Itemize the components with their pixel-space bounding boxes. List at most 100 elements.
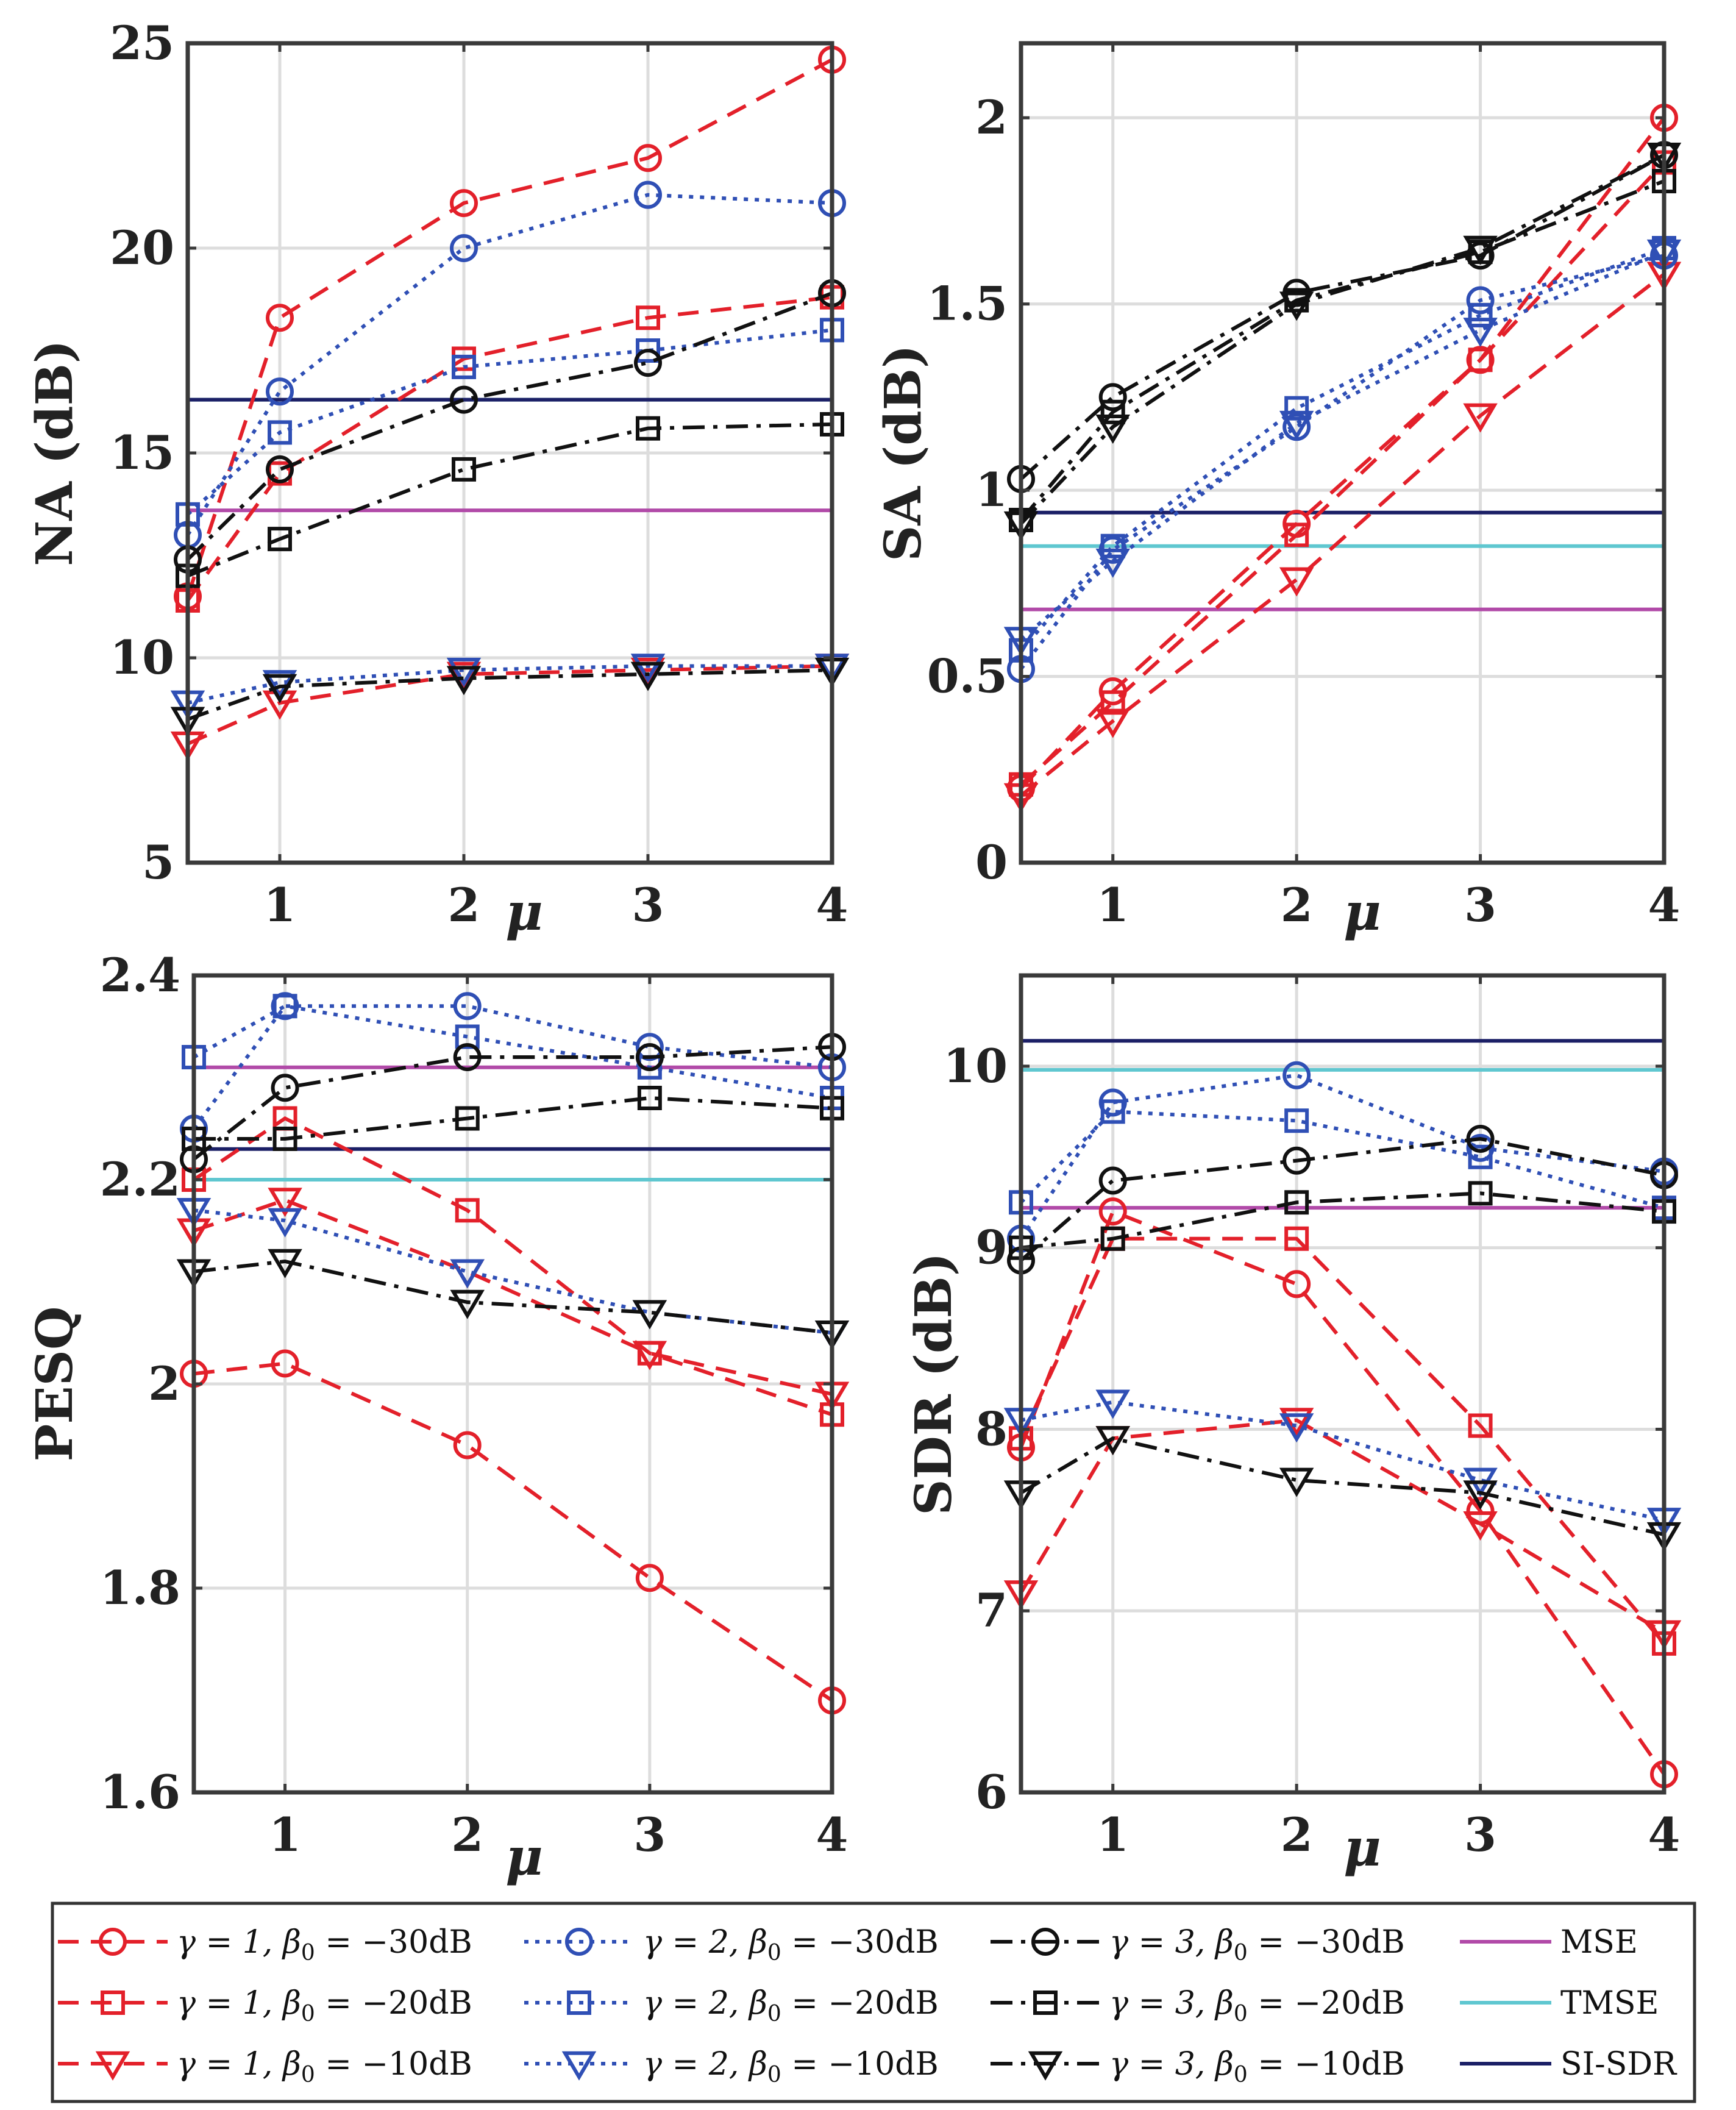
legend-entry: γ = 3, β0 = −10dB <box>991 2046 1405 2087</box>
data-point <box>1279 1408 1314 1438</box>
data-point <box>262 670 297 700</box>
legend-marker <box>565 1928 593 1956</box>
x-tick-label: 2 <box>1281 878 1313 932</box>
x-axis-label: μ <box>505 1827 542 1887</box>
y-tick-label: 2.2 <box>100 1152 180 1206</box>
x-tick-label: 2 <box>448 878 480 932</box>
legend-entry-mse: MSE <box>1460 1924 1638 1961</box>
y-tick-label: 5 <box>142 835 174 889</box>
legend-box <box>51 1901 1696 2103</box>
data-point <box>450 1259 485 1289</box>
legend-entry: γ = 2, β0 = −30dB <box>524 1924 939 1966</box>
data-point <box>1468 1413 1493 1438</box>
series-line <box>192 1004 833 1130</box>
legend-marker <box>99 1928 127 1956</box>
data-point <box>450 189 478 218</box>
series-line <box>186 58 833 597</box>
y-tick-label: 0.5 <box>927 649 1008 704</box>
data-point <box>1095 414 1130 444</box>
data-point <box>1463 403 1498 433</box>
data-point <box>630 657 666 687</box>
series-line <box>194 1096 833 1141</box>
legend-marker <box>95 2051 130 2081</box>
legend-label: γ = 3, β0 = −30dB <box>1109 1924 1405 1966</box>
x-tick-label: 2 <box>1281 1808 1313 1862</box>
series-line <box>1019 1209 1666 1775</box>
data-point <box>1279 567 1314 597</box>
y-tick-label: 2 <box>975 90 1008 144</box>
data-point <box>266 377 294 406</box>
data-point <box>1100 1099 1125 1124</box>
y-tick-label: 1.6 <box>100 1765 180 1819</box>
data-point <box>1279 410 1314 440</box>
y-axis-label: NA (dB) <box>26 340 84 566</box>
series-6 <box>1003 239 1682 657</box>
series-line <box>187 328 833 516</box>
panel-1: 1 2 3 4 5 10 15 20 25 μ NA (dB) <box>26 16 850 942</box>
legend-label: γ = 3, β0 = −10dB <box>1109 2046 1405 2087</box>
data-point <box>1468 1144 1493 1169</box>
y-tick-label: 2.4 <box>100 948 180 1002</box>
legend-marker <box>561 2051 597 2081</box>
legend-entry: γ = 3, β0 = −20dB <box>991 1985 1405 2026</box>
x-axis-label: μ <box>1343 882 1381 942</box>
legend-entry: γ = 3, β0 = −30dB <box>991 1924 1405 1966</box>
data-point <box>1095 1389 1130 1419</box>
series-line <box>1020 250 1665 641</box>
plot-area <box>1021 43 1664 863</box>
data-point <box>1468 302 1493 327</box>
data-point <box>272 994 297 1019</box>
series-line <box>1019 179 1665 521</box>
data-point <box>446 666 482 696</box>
data-point <box>268 1208 302 1238</box>
data-point <box>268 527 292 552</box>
plot-area <box>1021 975 1664 1792</box>
data-point <box>1279 1413 1314 1443</box>
legend-label: γ = 1, β0 = −10dB <box>177 2046 472 2087</box>
data-point <box>634 349 662 377</box>
data-point <box>1284 1226 1309 1251</box>
data-point <box>1095 548 1130 578</box>
y-tick-label: 1.5 <box>927 277 1008 331</box>
data-point <box>1095 1426 1130 1456</box>
legend-marker <box>1033 1991 1058 2015</box>
y-axis-label: SDR (dB) <box>905 1252 963 1515</box>
panel-4: 1 2 3 4 6 7 8 9 10 μ SDR (dB) <box>905 973 1682 1878</box>
y-tick-label: 0 <box>975 835 1008 889</box>
legend-entry: γ = 2, β0 = −10dB <box>524 2046 939 2087</box>
data-point <box>453 1431 482 1460</box>
series-9 <box>176 1249 850 1350</box>
data-point <box>266 455 294 483</box>
series-line <box>186 295 833 602</box>
panel-3: 1 2 3 4 1.6 1.8 2 2.2 2.4 μ PESQ <box>26 948 850 1887</box>
legend-entry-tmse: TMSE <box>1460 1985 1659 2022</box>
data-point <box>455 1106 480 1131</box>
x-tick-label: 3 <box>1464 878 1496 932</box>
data-point <box>268 1249 302 1278</box>
data-point <box>455 1198 480 1223</box>
y-tick-label: 2 <box>148 1356 180 1411</box>
y-tick-label: 6 <box>975 1765 1008 1819</box>
data-point <box>632 1300 667 1330</box>
y-tick-label: 20 <box>110 221 174 275</box>
data-point <box>635 1043 664 1071</box>
data-point <box>635 1564 664 1592</box>
y-tick-label: 15 <box>110 426 174 480</box>
series-8 <box>176 412 844 588</box>
x-axis-label: μ <box>505 882 542 942</box>
legend-label: SI-SDR <box>1560 2046 1677 2083</box>
data-point <box>450 1289 485 1319</box>
legend-marker <box>101 1991 125 2015</box>
data-point <box>1279 291 1314 321</box>
y-tick-label: 25 <box>110 16 174 70</box>
y-axis-label: SA (dB) <box>874 344 933 561</box>
series-line <box>1019 153 1665 526</box>
data-point <box>1468 1181 1493 1206</box>
x-tick-label: 1 <box>269 1808 301 1862</box>
x-tick-label: 4 <box>1648 878 1681 932</box>
y-axis-label: PESQ <box>26 1306 84 1462</box>
x-tick-label: 1 <box>1097 878 1129 932</box>
data-point <box>1095 708 1130 738</box>
x-axis-label: μ <box>1343 1817 1381 1878</box>
